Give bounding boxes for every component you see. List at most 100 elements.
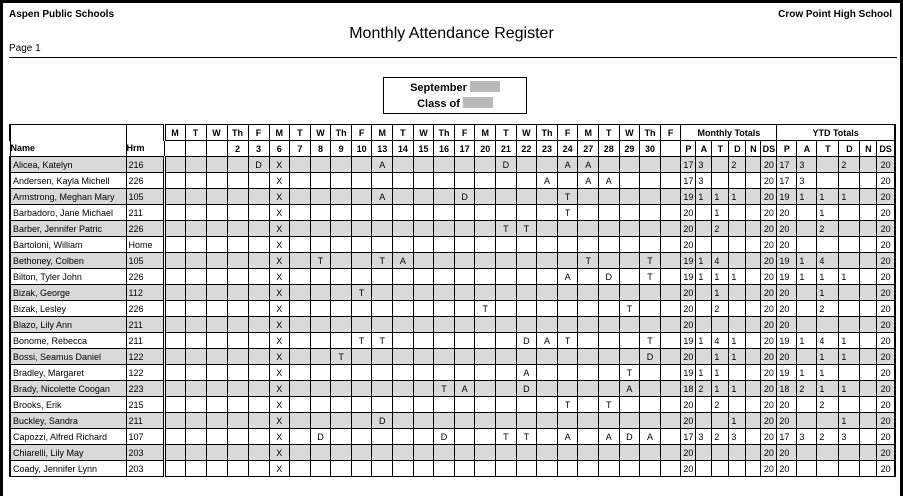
- attendance-cell: X: [268, 380, 291, 397]
- attendance-cell: [330, 396, 352, 413]
- ytd-total-p: 17: [776, 428, 798, 445]
- attendance-cell: [412, 364, 435, 381]
- ytd-total-ds: 20: [876, 428, 896, 445]
- attendance-cell: [226, 412, 249, 429]
- attendance-cell: [184, 252, 207, 269]
- monthly-total-t: [711, 156, 730, 173]
- attendance-cell: [350, 460, 373, 477]
- monthly-total-ds: 20: [760, 284, 778, 301]
- ytd-total-t: 2: [816, 300, 840, 317]
- date-header: 24: [556, 140, 579, 157]
- attendance-cell: T: [495, 428, 517, 445]
- homeroom: 203: [125, 444, 166, 461]
- attendance-cell: [205, 188, 228, 205]
- attendance-cell: [577, 284, 599, 301]
- attendance-cell: D: [515, 332, 538, 349]
- attendance-cell: [371, 428, 394, 445]
- date-header: 27: [577, 140, 599, 157]
- monthly-total-t: [711, 316, 730, 333]
- monthly-total-p: 20: [680, 220, 697, 237]
- attendance-cell: [205, 204, 228, 221]
- attendance-cell: D: [495, 156, 517, 173]
- attendance-cell: [556, 380, 579, 397]
- attendance-cell: [392, 156, 414, 173]
- attendance-cell: [289, 252, 311, 269]
- weekday-header: W: [309, 124, 332, 141]
- attendance-cell: [330, 444, 352, 461]
- monthly-total-d: [728, 300, 747, 317]
- homeroom: 226: [125, 268, 166, 285]
- attendance-cell: [350, 380, 373, 397]
- attendance-cell: [205, 428, 228, 445]
- monthly-total-n: [745, 236, 762, 253]
- attendance-cell: [474, 364, 497, 381]
- ytd-total-p: 20: [776, 444, 798, 461]
- student-row: Buckley, Sandra 211 X D 20 1 20 20 1 20: [9, 412, 896, 429]
- monthly-total-d: 3: [728, 428, 747, 445]
- monthly-total-a: [695, 412, 713, 429]
- monthly-total-n: [745, 380, 762, 397]
- attendance-cell: [392, 348, 414, 365]
- ytd-total-ds: 20: [876, 268, 896, 285]
- attendance-cell: [184, 204, 207, 221]
- monthly-total-t: [711, 444, 730, 461]
- attendance-cell: [618, 332, 641, 349]
- attendance-cell: [474, 268, 497, 285]
- attendance-cell: X: [268, 156, 291, 173]
- attendance-cell: X: [268, 316, 291, 333]
- attendance-cell: [309, 412, 332, 429]
- student-row: Alicea, Katelyn 216 D X A D A A 17 3 2 20 17 3 2 20: [9, 156, 896, 173]
- attendance-cell: [392, 444, 414, 461]
- attendance-cell: [309, 188, 332, 205]
- monthly-total-p: 19: [680, 332, 697, 349]
- ytd-total-n: [859, 284, 878, 301]
- attendance-cell: [412, 412, 435, 429]
- weekday-header: F: [247, 124, 270, 141]
- attendance-cell: [205, 460, 228, 477]
- attendance-cell: [392, 396, 414, 413]
- ytd-total-n: [859, 268, 878, 285]
- attendance-cell: [184, 172, 207, 189]
- attendance-cell: [433, 332, 455, 349]
- weekday-header: T: [289, 124, 311, 141]
- attendance-cell: [205, 156, 228, 173]
- attendance-cell: [163, 348, 186, 365]
- attendance-cell: [392, 268, 414, 285]
- attendance-cell: [618, 204, 641, 221]
- attendance-cell: [495, 396, 517, 413]
- attendance-cell: [598, 188, 620, 205]
- attendance-cell: [163, 316, 186, 333]
- attendance-cell: T: [556, 204, 579, 221]
- attendance-cell: [330, 428, 352, 445]
- monthly-total-t: 1: [711, 284, 730, 301]
- weekday-header: Th: [639, 124, 661, 141]
- attendance-cell: [247, 268, 270, 285]
- attendance-cell: [247, 380, 270, 397]
- attendance-cell: [371, 268, 394, 285]
- homeroom: 216: [125, 156, 166, 173]
- attendance-cell: A: [536, 172, 558, 189]
- attendance-cell: [289, 460, 311, 477]
- monthly-total-n: [745, 204, 762, 221]
- attendance-cell: [350, 156, 373, 173]
- ytd-total-p: 17: [776, 156, 798, 173]
- monthly-total-a: 1: [695, 332, 713, 349]
- attendance-cell: [598, 236, 620, 253]
- attendance-cell: [495, 380, 517, 397]
- attendance-cell: [433, 188, 455, 205]
- ytd-total-t: [816, 412, 840, 429]
- attendance-cell: [639, 156, 661, 173]
- attendance-cell: [205, 284, 228, 301]
- attendance-cell: [205, 252, 228, 269]
- attendance-cell: [618, 236, 641, 253]
- attendance-cell: T: [371, 332, 394, 349]
- ytd-total-p: 19: [776, 252, 798, 269]
- attendance-cell: [226, 444, 249, 461]
- attendance-cell: [598, 348, 620, 365]
- date-header: 10: [350, 140, 373, 157]
- attendance-cell: [330, 412, 352, 429]
- ytd-total-p: 18: [776, 380, 798, 397]
- student-row: Bizak, George 112 X T 20 1 20 20 1 20: [9, 284, 896, 301]
- attendance-cell: [639, 188, 661, 205]
- student-row: Bilton, Tyler John 226 X A D T 19 1 1 1 20 19 1 1 1 20: [9, 268, 896, 285]
